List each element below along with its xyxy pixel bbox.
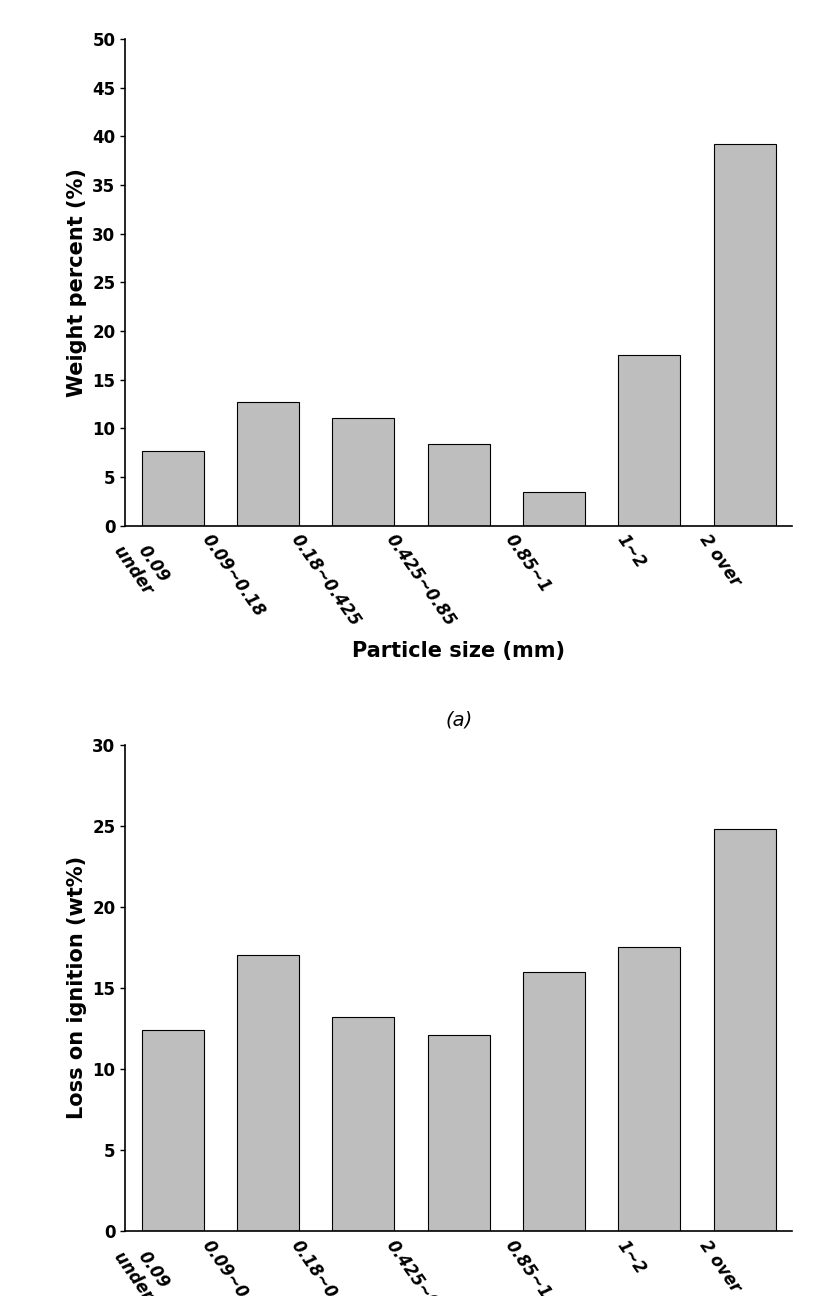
Bar bbox=[714, 144, 776, 526]
Bar bbox=[618, 355, 681, 526]
Bar bbox=[142, 451, 203, 526]
Bar bbox=[237, 402, 299, 526]
Bar bbox=[428, 443, 490, 526]
Y-axis label: Weight percent (%): Weight percent (%) bbox=[67, 167, 87, 397]
Text: (a): (a) bbox=[445, 710, 472, 730]
Bar bbox=[333, 1017, 394, 1231]
Y-axis label: Loss on ignition (wt%): Loss on ignition (wt%) bbox=[67, 857, 87, 1120]
Bar bbox=[237, 955, 299, 1231]
Bar bbox=[523, 492, 585, 526]
X-axis label: Particle size (mm): Particle size (mm) bbox=[352, 642, 565, 661]
Bar bbox=[333, 417, 394, 526]
Bar bbox=[618, 947, 681, 1231]
Bar bbox=[142, 1030, 203, 1231]
Bar bbox=[714, 829, 776, 1231]
Bar bbox=[523, 972, 585, 1231]
Bar bbox=[428, 1036, 490, 1231]
